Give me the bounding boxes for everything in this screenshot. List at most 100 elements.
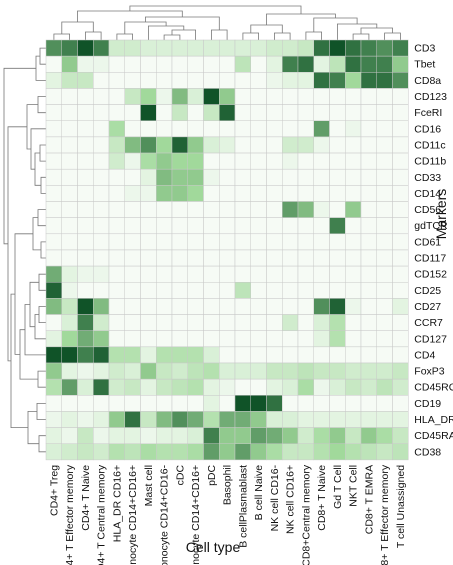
heatmap-cell — [345, 378, 362, 396]
heatmap-cell — [219, 265, 236, 283]
heatmap-cell — [345, 411, 362, 428]
heatmap-cell — [376, 298, 393, 315]
heatmap-cell — [376, 378, 393, 396]
heatmap-cell — [234, 168, 251, 186]
heatmap-cell — [219, 395, 236, 412]
heatmap-cell — [345, 104, 362, 121]
heatmap-cell — [345, 298, 362, 315]
heatmap-cell — [45, 298, 62, 315]
heatmap-cell — [313, 152, 330, 170]
dendrogram-link — [10, 293, 28, 428]
row-label: FceRI — [414, 107, 442, 119]
heatmap-cell — [297, 265, 314, 283]
heatmap-cell — [77, 378, 94, 396]
dendrogram-link — [384, 32, 401, 40]
heatmap-cell — [61, 249, 78, 267]
heatmap-cell — [313, 168, 330, 186]
heatmap-cell — [313, 443, 330, 461]
heatmap-cell — [345, 427, 362, 445]
column-label: Monocyte CD14+CD16+ — [127, 465, 139, 565]
heatmap-cell — [61, 233, 78, 251]
heatmap-cell — [313, 233, 330, 251]
heatmap-cell — [360, 217, 377, 235]
column-label: cDC — [174, 464, 186, 485]
heatmap-cell — [45, 265, 62, 283]
heatmap-cell — [203, 136, 220, 154]
heatmap-cell — [392, 395, 409, 412]
heatmap-cell — [171, 427, 188, 445]
heatmap-cell — [392, 136, 409, 154]
heatmap-cell — [124, 185, 141, 202]
heatmap-cell — [282, 443, 299, 461]
heatmap-cell — [282, 88, 299, 105]
heatmap-cell — [93, 104, 110, 121]
heatmap-cell — [250, 282, 267, 299]
heatmap-cell — [203, 265, 220, 283]
heatmap-cell — [108, 39, 125, 57]
heatmap-cell — [156, 136, 173, 154]
dendrogram-link — [38, 273, 46, 291]
heatmap-cell — [187, 298, 204, 315]
heatmap-cell — [345, 55, 362, 73]
heatmap-cell — [124, 233, 141, 251]
dendrogram-link — [32, 217, 41, 251]
heatmap-cell — [93, 298, 110, 315]
heatmap-cell — [392, 378, 409, 396]
heatmap-cell — [77, 249, 94, 267]
heatmap-cell — [313, 346, 330, 364]
heatmap-cell — [77, 346, 94, 364]
heatmap-cell — [360, 72, 377, 89]
heatmap-cell — [140, 378, 157, 396]
heatmap-cell — [45, 395, 62, 412]
heatmap-cell — [108, 298, 125, 315]
heatmap-cell — [282, 411, 299, 428]
heatmap-cell — [203, 298, 220, 315]
heatmap-cell — [140, 217, 157, 235]
heatmap-cell — [156, 201, 173, 218]
heatmap-cell — [61, 395, 78, 412]
heatmap-cell — [140, 427, 157, 445]
heatmap-cell — [45, 427, 62, 445]
heatmap-cell — [297, 39, 314, 57]
heatmap-cell — [124, 104, 141, 121]
heatmap-cell — [124, 39, 141, 57]
heatmap-cell — [360, 136, 377, 154]
row-label: CD38 — [414, 446, 441, 458]
heatmap-cell — [45, 168, 62, 186]
heatmap-cell — [45, 233, 62, 251]
heatmap-cell — [282, 378, 299, 396]
heatmap-cell — [376, 168, 393, 186]
heatmap-cell — [297, 88, 314, 105]
heatmap-cell — [266, 427, 283, 445]
heatmap-cell — [297, 201, 314, 218]
heatmap-cell — [203, 120, 220, 138]
heatmap-cell — [360, 395, 377, 412]
heatmap-cell — [93, 88, 110, 105]
heatmap-cell — [77, 265, 94, 283]
heatmap-cell — [45, 346, 62, 364]
heatmap-cell — [297, 443, 314, 461]
heatmap-cell — [187, 152, 204, 170]
heatmap-cell — [266, 120, 283, 138]
dendrogram-link — [36, 403, 46, 420]
heatmap-cell — [203, 427, 220, 445]
heatmap-cell — [77, 427, 94, 445]
heatmap-cell — [77, 298, 94, 315]
heatmap-cell — [392, 282, 409, 299]
heatmap-cell — [376, 120, 393, 138]
heatmap-cell — [329, 55, 346, 73]
heatmap-cell — [45, 185, 62, 202]
heatmap-cell — [108, 249, 125, 267]
heatmap-cell — [124, 282, 141, 299]
heatmap-cell — [187, 314, 204, 331]
heatmap-cell — [187, 427, 204, 445]
heatmap-cell — [297, 217, 314, 235]
heatmap-cell — [234, 120, 251, 138]
heatmap-cell — [313, 249, 330, 267]
heatmap-cell — [250, 395, 267, 412]
heatmap-cell — [108, 378, 125, 396]
heatmap-cell — [345, 72, 362, 89]
heatmap-cell — [282, 298, 299, 315]
column-label: B cellPlasmablast — [237, 465, 249, 548]
